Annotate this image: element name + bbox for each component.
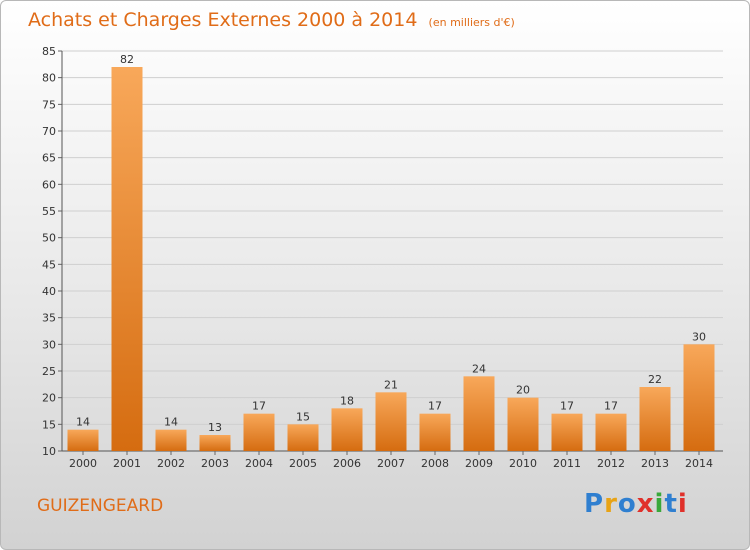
x-tick-label: 2009 xyxy=(465,457,493,470)
bar-value-label: 13 xyxy=(208,421,222,434)
bar-value-label: 82 xyxy=(120,53,134,66)
x-tick-label: 2014 xyxy=(685,457,713,470)
y-tick-label: 25 xyxy=(42,365,56,378)
y-tick-label: 15 xyxy=(42,418,56,431)
bar xyxy=(331,408,363,451)
y-tick-label: 60 xyxy=(42,178,56,191)
chart-title-text: Achats et Charges Externes 2000 à 2014 xyxy=(28,9,418,31)
y-tick-label: 35 xyxy=(42,312,56,325)
bar-value-label: 18 xyxy=(340,394,354,407)
y-tick-label: 55 xyxy=(42,205,56,218)
x-tick-label: 2005 xyxy=(289,457,317,470)
logo-letter: r xyxy=(604,489,618,519)
logo-letter: t xyxy=(664,489,678,519)
x-tick-label: 2002 xyxy=(157,457,185,470)
y-tick-label: 45 xyxy=(42,258,56,271)
bar-value-label: 30 xyxy=(692,330,706,343)
commune-name: GUIZENGEARD xyxy=(37,496,164,516)
y-tick-label: 70 xyxy=(42,125,56,138)
y-tick-label: 85 xyxy=(42,45,56,58)
x-tick-label: 2000 xyxy=(69,457,97,470)
bar xyxy=(419,413,451,451)
bar xyxy=(375,392,407,451)
x-tick-label: 2008 xyxy=(421,457,449,470)
y-tick-label: 50 xyxy=(42,232,56,245)
y-tick-label: 40 xyxy=(42,285,56,298)
bar xyxy=(111,67,143,451)
bar-value-label: 17 xyxy=(428,400,442,413)
x-tick-label: 2007 xyxy=(377,457,405,470)
y-tick-label: 80 xyxy=(42,72,56,85)
chart-unit: (en milliers d'€) xyxy=(428,16,515,29)
x-tick-label: 2013 xyxy=(641,457,669,470)
x-tick-label: 2006 xyxy=(333,457,361,470)
bar xyxy=(551,413,583,451)
logo-letter: P xyxy=(584,489,605,519)
bar xyxy=(507,397,539,451)
logo-letter: x xyxy=(636,489,655,519)
bar xyxy=(287,424,319,451)
proxiti-logo: Proxiti xyxy=(584,489,688,519)
y-tick-label: 75 xyxy=(42,98,56,111)
bar xyxy=(683,344,715,451)
x-tick-label: 2001 xyxy=(113,457,141,470)
bar-value-label: 17 xyxy=(604,400,618,413)
chart-title: Achats et Charges Externes 2000 à 2014 (… xyxy=(28,9,515,31)
bar xyxy=(639,387,671,451)
x-tick-label: 2004 xyxy=(245,457,273,470)
x-tick-label: 2003 xyxy=(201,457,229,470)
x-tick-label: 2012 xyxy=(597,457,625,470)
x-tick-label: 2011 xyxy=(553,457,581,470)
bar-value-label: 21 xyxy=(384,378,398,391)
y-tick-label: 20 xyxy=(42,392,56,405)
bar xyxy=(243,413,275,451)
bar xyxy=(199,435,231,451)
logo-letter: i xyxy=(654,489,665,519)
bar-value-label: 20 xyxy=(516,384,530,397)
bar xyxy=(155,429,187,451)
bar-value-label: 14 xyxy=(76,416,90,429)
bar-value-label: 24 xyxy=(472,362,486,375)
bar-value-label: 17 xyxy=(560,400,574,413)
bar xyxy=(463,376,495,451)
bar-value-label: 17 xyxy=(252,400,266,413)
logo-letter: o xyxy=(617,489,637,519)
bar-value-label: 15 xyxy=(296,410,310,423)
bar xyxy=(595,413,627,451)
bar-value-label: 22 xyxy=(648,373,662,386)
logo-letter: i xyxy=(677,489,688,519)
x-tick-label: 2010 xyxy=(509,457,537,470)
bar xyxy=(67,429,99,451)
y-tick-label: 10 xyxy=(42,445,56,458)
y-tick-label: 65 xyxy=(42,152,56,165)
bar-value-label: 14 xyxy=(164,416,178,429)
y-tick-label: 30 xyxy=(42,338,56,351)
